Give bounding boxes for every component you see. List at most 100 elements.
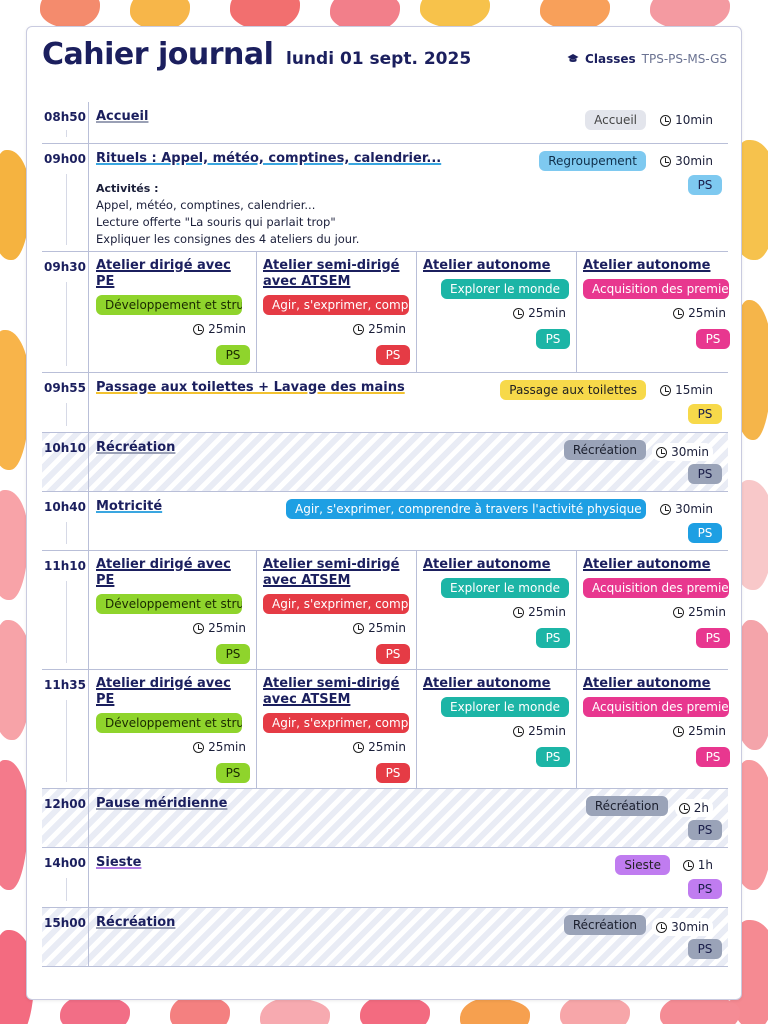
- row-time: 10h40: [44, 500, 86, 514]
- level-badge: PS: [688, 404, 722, 424]
- atelier-title[interactable]: Atelier autonome: [583, 557, 711, 572]
- atelier-title[interactable]: Atelier semi-dirigé avec ATSEM: [263, 258, 400, 289]
- level-badge: PS: [536, 747, 570, 767]
- timeline-row[interactable]: 09h55 Passage aux toilettes + Lavage des…: [42, 373, 728, 433]
- duration: 10min: [660, 113, 713, 127]
- timeline-row[interactable]: 10h40 Motricité Agir, s'exprimer, compre…: [42, 492, 728, 551]
- duration: 25min: [193, 740, 246, 754]
- row-time: 11h35: [44, 678, 86, 692]
- category-tag: Développement et structuration des premi…: [96, 594, 242, 614]
- duration: 30min: [660, 154, 713, 168]
- atelier-title[interactable]: Atelier dirigé avec PE: [96, 258, 231, 289]
- activity-title[interactable]: Motricité: [96, 499, 163, 514]
- timeline-row[interactable]: 09h30 Atelier dirigé avec PE Développement…: [42, 252, 730, 373]
- atelier-cell[interactable]: Atelier dirigé avec PE Développement et s…: [96, 551, 256, 669]
- atelier-title[interactable]: Atelier autonome: [423, 258, 551, 273]
- clock-icon: [678, 802, 690, 814]
- duration: 25min: [193, 322, 246, 336]
- atelier-cell[interactable]: Atelier semi-dirigé avec ATSEM Agir, s'ex…: [256, 551, 416, 669]
- row-time: 14h00: [44, 856, 86, 870]
- activity-title[interactable]: Récréation: [96, 440, 176, 455]
- clock-icon: [513, 307, 525, 319]
- category-tag: Regroupement: [539, 151, 646, 171]
- row-time: 10h10: [44, 441, 86, 455]
- row-time: 09h00: [44, 152, 86, 166]
- level-badge: PS: [688, 464, 722, 484]
- activity-title[interactable]: Sieste: [96, 855, 142, 870]
- classes-label: Classes: [585, 52, 636, 66]
- clock-icon: [353, 622, 365, 634]
- atelier-title[interactable]: Atelier semi-dirigé avec ATSEM: [263, 557, 400, 588]
- atelier-title[interactable]: Atelier autonome: [423, 676, 551, 691]
- activity-title[interactable]: Rituels : Appel, météo, comptines, calen…: [96, 151, 442, 166]
- duration: 25min: [353, 621, 406, 635]
- level-badge: PS: [536, 628, 570, 648]
- background-blob: [420, 0, 490, 28]
- timeline-row[interactable]: 14h00 Sieste Sieste 1h PS: [42, 848, 728, 908]
- atelier-title[interactable]: Atelier semi-dirigé avec ATSEM: [263, 676, 400, 707]
- atelier-cell[interactable]: Atelier semi-dirigé avec ATSEM Agir, s'ex…: [256, 670, 416, 788]
- atelier-cell[interactable]: Atelier dirigé avec PE Développement et s…: [96, 670, 256, 788]
- atelier-grid: Atelier dirigé avec PE Développement et s…: [96, 670, 730, 788]
- duration: 2h: [674, 799, 713, 817]
- atelier-cell[interactable]: Atelier autonome Explorer le monde 25min PS: [416, 670, 576, 788]
- timeline-row[interactable]: 11h35 Atelier dirigé avec PE Développement…: [42, 670, 730, 789]
- level-badge: PS: [216, 644, 250, 664]
- duration: 25min: [513, 605, 566, 619]
- clock-icon: [673, 606, 685, 618]
- graduation-cap-icon: [567, 54, 579, 62]
- clock-icon: [660, 384, 672, 396]
- activity-title[interactable]: Passage aux toilettes + Lavage des mains: [96, 380, 405, 395]
- duration: 25min: [673, 605, 726, 619]
- timeline-row[interactable]: 08h50 Accueil Accueil 10min: [42, 102, 728, 144]
- background-blob: [40, 0, 100, 28]
- atelier-title[interactable]: Atelier autonome: [423, 557, 551, 572]
- timeline-row[interactable]: 11h10 Atelier dirigé avec PE Développement…: [42, 551, 730, 670]
- timeline-row[interactable]: 09h00 Rituels : Appel, météo, comptines,…: [42, 144, 728, 252]
- duration: 15min: [660, 383, 713, 397]
- activity-title[interactable]: Accueil: [96, 109, 149, 124]
- clock-icon: [656, 921, 668, 933]
- atelier-cell[interactable]: Atelier autonome Acquisition des premiers…: [576, 670, 736, 788]
- background-blob: [0, 490, 28, 600]
- atelier-cell[interactable]: Atelier dirigé avec PE Développement et s…: [96, 252, 256, 372]
- header: Cahier journal lundi 01 sept. 2025 Class…: [42, 37, 727, 87]
- classes-info: Classes TPS-PS-MS-GS: [567, 52, 727, 66]
- clock-icon: [193, 323, 205, 335]
- duration: 30min: [652, 443, 713, 461]
- atelier-title[interactable]: Atelier dirigé avec PE: [96, 676, 231, 707]
- classes-value: TPS-PS-MS-GS: [641, 52, 727, 66]
- level-badge: PS: [376, 345, 410, 365]
- atelier-cell[interactable]: Atelier autonome Explorer le monde 25min PS: [416, 551, 576, 669]
- category-tag: Agir, s'exprimer, comprendre à travers l…: [286, 499, 646, 519]
- row-time: 08h50: [44, 110, 86, 124]
- category-tag: Récréation: [563, 440, 646, 460]
- timeline-row[interactable]: 15h00 Récréation Récréation 30min PS: [42, 908, 728, 967]
- category-tag: Agir, s'exprimer, comprendre: [263, 295, 409, 315]
- atelier-title[interactable]: Atelier dirigé avec PE: [96, 557, 231, 588]
- activity-title[interactable]: Récréation: [96, 915, 176, 930]
- atelier-cell[interactable]: Atelier autonome Explorer le monde 25min PS: [416, 252, 576, 372]
- duration: 25min: [513, 724, 566, 738]
- level-badge: PS: [376, 644, 410, 664]
- duration: 25min: [353, 740, 406, 754]
- clock-icon: [660, 114, 672, 126]
- background-blob: [460, 998, 530, 1024]
- activity-title[interactable]: Pause méridienne: [96, 796, 228, 811]
- atelier-cell[interactable]: Atelier autonome Acquisition des premiers…: [576, 551, 736, 669]
- atelier-cell[interactable]: Atelier autonome Acquisition des premiers…: [576, 252, 736, 372]
- category-tag: Acquisition des premiers outils mathémat…: [583, 578, 729, 598]
- background-blob: [260, 998, 330, 1024]
- background-blob: [0, 760, 28, 890]
- category-tag: Explorer le monde: [441, 578, 569, 598]
- category-tag: Explorer le monde: [441, 279, 569, 299]
- atelier-cell[interactable]: Atelier semi-dirigé avec ATSEM Agir, s'ex…: [256, 252, 416, 372]
- level-badge: PS: [688, 820, 722, 840]
- activity-description: Activités : Appel, météo, comptines, cal…: [96, 182, 360, 246]
- timeline-row[interactable]: 10h10 Récréation Récréation 30min PS: [42, 433, 728, 492]
- timeline-row[interactable]: 12h00 Pause méridienne Récréation 2h PS: [42, 789, 728, 848]
- atelier-title[interactable]: Atelier autonome: [583, 258, 711, 273]
- level-badge: PS: [696, 747, 730, 767]
- level-badge: PS: [216, 345, 250, 365]
- atelier-title[interactable]: Atelier autonome: [583, 676, 711, 691]
